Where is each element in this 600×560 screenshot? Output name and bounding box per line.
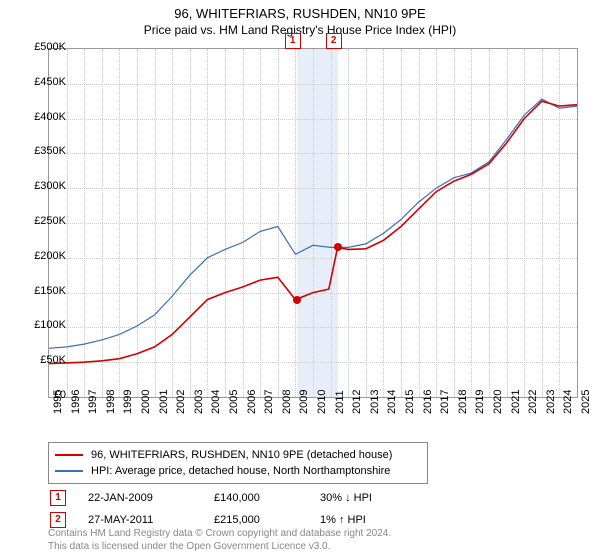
x-axis-label: 2014 (386, 390, 398, 414)
x-axis-label: 2013 (369, 390, 381, 414)
x-axis-label: 2021 (510, 390, 522, 414)
x-axis-label: 2019 (474, 390, 486, 414)
x-axis-label: 1996 (70, 390, 82, 414)
y-axis-label: £50K (22, 354, 66, 366)
legend-label: HPI: Average price, detached house, Nort… (91, 465, 390, 477)
legend: 96, WHITEFRIARS, RUSHDEN, NN10 9PE (deta… (48, 442, 428, 484)
x-axis-label: 2003 (193, 390, 205, 414)
x-axis-label: 2024 (562, 390, 574, 414)
y-axis-label: £350K (22, 145, 66, 157)
x-axis-label: 1995 (52, 390, 64, 414)
txn-date: 22-JAN-2009 (88, 488, 212, 508)
x-axis-label: 2001 (158, 390, 170, 414)
x-axis-label: 2017 (439, 390, 451, 414)
legend-item: HPI: Average price, detached house, Nort… (55, 463, 421, 479)
series-line (49, 101, 577, 363)
footer-text: Contains HM Land Registry data © Crown c… (48, 528, 391, 553)
x-axis-label: 1997 (87, 390, 99, 414)
x-axis-label: 1998 (105, 390, 117, 414)
y-axis-label: £250K (22, 215, 66, 227)
y-axis-label: £400K (22, 111, 66, 123)
marker-flag: 2 (326, 32, 348, 50)
x-axis-label: 2016 (422, 390, 434, 414)
x-axis-label: 2022 (527, 390, 539, 414)
legend-swatch (55, 470, 83, 472)
txn-price: £215,000 (214, 510, 318, 530)
txn-delta: 30% ↓ HPI (320, 488, 386, 508)
x-axis-label: 2011 (334, 390, 346, 414)
legend-label: 96, WHITEFRIARS, RUSHDEN, NN10 9PE (deta… (91, 449, 392, 461)
footer-line2: This data is licensed under the Open Gov… (48, 541, 330, 552)
series-line (49, 99, 577, 348)
txn-date: 27-MAY-2011 (88, 510, 212, 530)
x-axis-label: 1999 (122, 390, 134, 414)
chart-area (48, 48, 578, 398)
x-axis-label: 2015 (404, 390, 416, 414)
x-axis-label: 2000 (140, 390, 152, 414)
chart-title: 96, WHITEFRIARS, RUSHDEN, NN10 9PE (0, 0, 600, 21)
y-axis-label: £200K (22, 250, 66, 262)
txn-delta: 1% ↑ HPI (320, 510, 386, 530)
y-axis-label: £300K (22, 180, 66, 192)
marker-dot (334, 243, 342, 251)
marker-box-icon: 2 (50, 512, 66, 528)
legend-item: 96, WHITEFRIARS, RUSHDEN, NN10 9PE (deta… (55, 447, 421, 463)
legend-swatch (55, 454, 83, 456)
x-axis-label: 2012 (351, 390, 363, 414)
x-axis-label: 2008 (281, 390, 293, 414)
x-axis-label: 2020 (492, 390, 504, 414)
x-axis-label: 2009 (298, 390, 310, 414)
marker-flag: 1 (285, 32, 307, 50)
footer-line1: Contains HM Land Registry data © Crown c… (48, 528, 391, 539)
x-axis-label: 2004 (210, 390, 222, 414)
y-axis-label: £150K (22, 285, 66, 297)
y-axis-label: £100K (22, 319, 66, 331)
x-axis-label: 2025 (580, 390, 592, 414)
transaction-table: 1 22-JAN-2009£140,00030% ↓ HPI 2 27-MAY-201… (48, 486, 388, 532)
y-axis-label: £450K (22, 76, 66, 88)
x-axis-label: 2006 (246, 390, 258, 414)
x-axis-label: 2010 (316, 390, 328, 414)
x-axis-label: 2005 (228, 390, 240, 414)
chart-svg (49, 49, 577, 397)
y-axis-label: £500K (22, 41, 66, 53)
marker-box-icon: 1 (50, 490, 66, 506)
table-row: 1 22-JAN-2009£140,00030% ↓ HPI (50, 488, 386, 508)
table-row: 2 27-MAY-2011£215,0001% ↑ HPI (50, 510, 386, 530)
marker-dot (293, 296, 301, 304)
x-axis-label: 2002 (175, 390, 187, 414)
x-axis-label: 2007 (263, 390, 275, 414)
x-axis-label: 2018 (457, 390, 469, 414)
x-axis-label: 2023 (545, 390, 557, 414)
txn-price: £140,000 (214, 488, 318, 508)
